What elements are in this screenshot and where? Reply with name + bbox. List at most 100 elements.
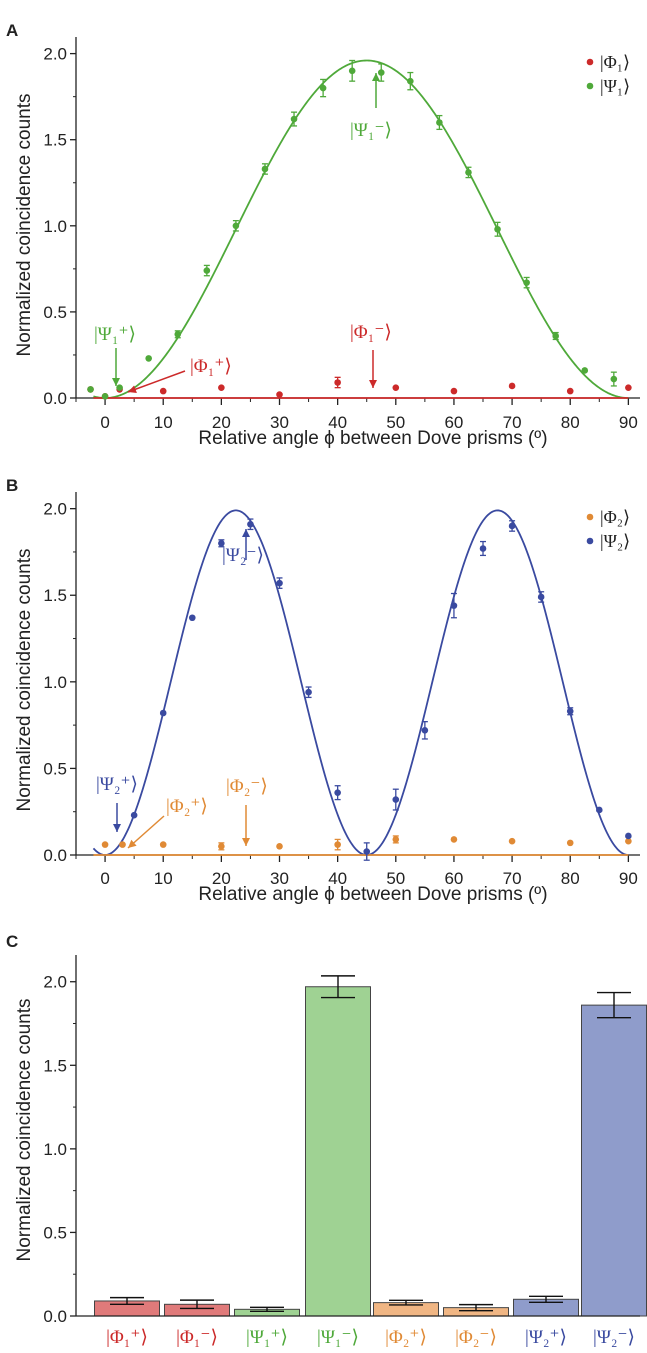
panel-b-x-tick-label: 80 bbox=[561, 869, 580, 888]
panel-a-annotation-label: |Ψ₁⁻⟩ bbox=[350, 120, 392, 141]
panel-b-annotation-label: |Φ₂⁺⟩ bbox=[166, 796, 208, 817]
panel-a-data-point bbox=[87, 386, 94, 393]
panel-c-y-tick-label: 1.0 bbox=[43, 1140, 67, 1159]
panel-b-data-point bbox=[159, 841, 167, 848]
panel-a-data-point bbox=[392, 384, 400, 391]
panel-b-data-point bbox=[508, 837, 516, 845]
panel-b-data-point bbox=[305, 688, 312, 696]
panel-b-annotation-arrow bbox=[127, 815, 165, 849]
panel-c-category-label: |Ψ₂⁺⟩ bbox=[525, 1327, 567, 1348]
panel-b-data-point bbox=[363, 848, 371, 855]
panel-a-data-point bbox=[407, 77, 414, 85]
panel-b-x-tick-label: 30 bbox=[270, 869, 289, 888]
panel-b-annotation-arrowhead bbox=[242, 529, 250, 537]
panel-b-data-point bbox=[595, 806, 603, 814]
panel-c-bar bbox=[305, 986, 371, 1317]
panel-b-annotation-label: |Φ₂⁻⟩ bbox=[226, 776, 268, 797]
panel-a-legend-label: |Ψ₁⟩ bbox=[600, 76, 630, 96]
panel-a-y-tick-label: 0.0 bbox=[43, 389, 67, 408]
panel-b-legend-label: |Φ₂⟩ bbox=[600, 507, 630, 527]
panel-b-y-tick-label: 2.0 bbox=[43, 500, 67, 519]
panel-c-category-label: |Φ₂⁻⟩ bbox=[455, 1327, 497, 1348]
panel-b-data-point bbox=[334, 789, 341, 796]
panel-a: A Normalized coincidence counts Relative… bbox=[6, 21, 640, 449]
panel-a-legend-marker bbox=[586, 82, 594, 90]
panel-a-data-point bbox=[261, 165, 269, 173]
panel-b-y-tick-label: 0.0 bbox=[43, 846, 67, 865]
panel-a-y-tick-label: 1.0 bbox=[43, 217, 67, 236]
panel-a-data-point bbox=[290, 115, 298, 123]
panel-b-data-point bbox=[566, 707, 574, 715]
panel-b-data-point bbox=[537, 593, 545, 601]
panel-b: B Normalized coincidence counts Relative… bbox=[6, 476, 640, 905]
panel-a-y-tick-label: 0.5 bbox=[43, 303, 67, 322]
panel-a-annotation-arrowhead bbox=[112, 378, 120, 386]
panel-a-data-point bbox=[218, 384, 225, 391]
panel-b-annotation-arrowhead bbox=[128, 839, 137, 848]
panel-b-data-point bbox=[625, 832, 632, 840]
panel-a-data-point bbox=[319, 84, 327, 92]
panel-a-annotation-label: |Ψ₁⁺⟩ bbox=[94, 324, 136, 345]
panel-b-x-tick-label: 10 bbox=[154, 869, 173, 888]
panel-b-data-point bbox=[625, 837, 632, 845]
panel-a-annotation-arrowhead bbox=[372, 73, 380, 81]
panel-b-x-tick-label: 40 bbox=[328, 869, 347, 888]
panel-a-data-point bbox=[610, 375, 618, 383]
panel-a-x-axis-label: Relative angle ϕ between Dove prisms (º) bbox=[198, 428, 547, 449]
panel-b-annotation-arrowhead bbox=[113, 824, 121, 832]
panel-b-data-point bbox=[130, 811, 138, 819]
panel-a-x-tick-label: 70 bbox=[503, 413, 522, 432]
panel-b-data-point bbox=[276, 579, 283, 587]
panel-a-x-tick-label: 60 bbox=[444, 413, 463, 432]
panel-a-data-point bbox=[494, 225, 501, 233]
panel-b-x-tick-label: 60 bbox=[444, 869, 463, 888]
panel-a-x-tick-label: 40 bbox=[328, 413, 347, 432]
panel-b-x-tick-label: 50 bbox=[386, 869, 405, 888]
panel-a-data-point bbox=[203, 267, 211, 274]
panel-a-data-point bbox=[377, 69, 385, 76]
panel-b-x-tick-label: 90 bbox=[619, 869, 638, 888]
panel-a-data-point bbox=[436, 119, 443, 126]
panel-a-data-point bbox=[508, 382, 516, 390]
panel-b-legend-marker bbox=[586, 537, 594, 545]
panel-b-data-point bbox=[276, 843, 283, 850]
panel-c-category-label: |Φ₁⁺⟩ bbox=[106, 1327, 148, 1348]
panel-a-data-point bbox=[523, 279, 530, 286]
panel-c-category-label: |Ψ₂⁻⟩ bbox=[593, 1327, 635, 1348]
panel-a-data-point bbox=[145, 355, 152, 362]
panel-b-data-point bbox=[218, 843, 225, 850]
panel-b-data-point bbox=[421, 727, 429, 734]
panel-a-data-point bbox=[625, 384, 632, 391]
panel-a-annotation-label: |Φ₁⁺⟩ bbox=[190, 356, 232, 377]
panel-a-data-point bbox=[276, 391, 283, 398]
panel-b-data-point bbox=[450, 602, 458, 609]
panel-b-data-point bbox=[392, 836, 400, 843]
panel-a-legend-marker bbox=[586, 58, 594, 66]
panel-b-y-tick-label: 1.0 bbox=[43, 673, 67, 692]
panel-a-data-point bbox=[465, 169, 472, 176]
panel-a-x-tick-label: 90 bbox=[619, 413, 638, 432]
panel-b-data-point bbox=[247, 520, 254, 528]
panel-c-y-tick-label: 1.5 bbox=[43, 1056, 67, 1075]
panel-b-data-point bbox=[119, 841, 126, 848]
panel-a-data-point bbox=[174, 330, 182, 338]
panel-b-annotation-arrowhead bbox=[242, 838, 250, 846]
panel-a-data-point bbox=[334, 379, 341, 386]
panel-b-x-tick-label: 70 bbox=[503, 869, 522, 888]
panel-b-data-point bbox=[159, 709, 167, 717]
panel-a-x-tick-label: 10 bbox=[154, 413, 173, 432]
panel-a-x-tick-label: 50 bbox=[386, 413, 405, 432]
panel-a-x-tick-label: 80 bbox=[561, 413, 580, 432]
panel-b-letter: B bbox=[6, 476, 18, 495]
panel-c-category-label: |Ψ₁⁻⟩ bbox=[317, 1327, 359, 1348]
panel-a-data-point bbox=[581, 367, 589, 374]
panel-a-y-tick-label: 2.0 bbox=[43, 45, 67, 64]
panel-c-bar bbox=[581, 1004, 647, 1317]
panel-a-x-tick-label: 20 bbox=[212, 413, 231, 432]
panel-a-data-point bbox=[450, 387, 458, 395]
panel-a-data-point bbox=[101, 392, 109, 400]
panel-a-data-point bbox=[552, 332, 559, 340]
panel-b-legend-label: |Ψ₂⟩ bbox=[600, 531, 630, 551]
panel-a-annotation-label: |Φ₁⁻⟩ bbox=[350, 322, 392, 343]
